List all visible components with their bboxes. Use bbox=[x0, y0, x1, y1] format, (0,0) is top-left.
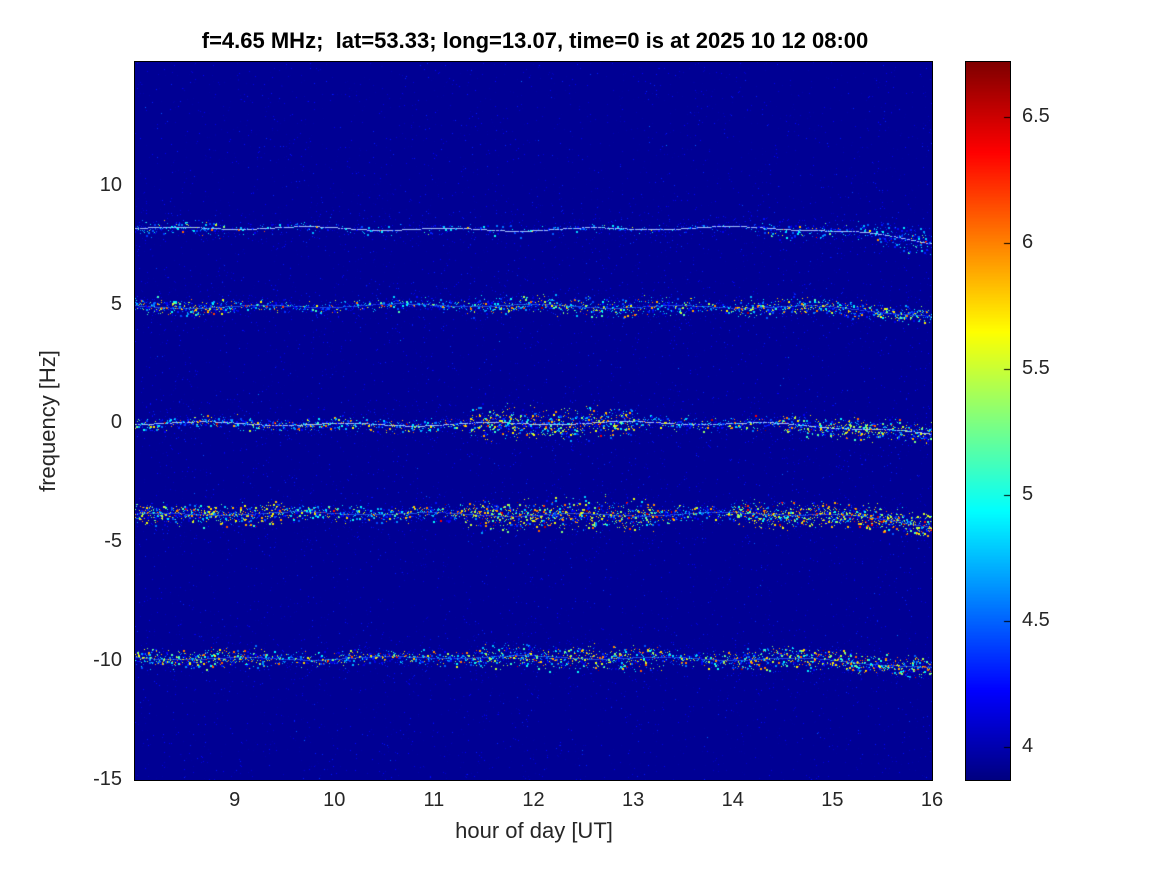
x-tick-label: 16 bbox=[920, 789, 944, 811]
colorbar-tick-label: 6.5 bbox=[1022, 105, 1050, 128]
colorbar-tick-label: 4.5 bbox=[1022, 609, 1050, 632]
colorbar-tick-label: 6 bbox=[1022, 231, 1034, 254]
x-tick-label: 15 bbox=[821, 789, 844, 811]
y-tick-label: 0 bbox=[110, 411, 122, 434]
x-tick-label: 10 bbox=[323, 789, 346, 811]
x-tick-label: 14 bbox=[721, 789, 744, 811]
spectrogram-canvas bbox=[134, 61, 933, 781]
y-tick-label: -5 bbox=[104, 530, 122, 553]
x-tick-label: 12 bbox=[522, 789, 545, 811]
x-tick-label: 9 bbox=[229, 789, 241, 811]
x-tick-label: 11 bbox=[423, 789, 445, 811]
colorbar-canvas bbox=[965, 61, 1011, 781]
colorbar-tick-label: 5 bbox=[1022, 483, 1034, 506]
colorbar-tick-label: 5.5 bbox=[1022, 357, 1050, 380]
x-axis-label: hour of day [UT] bbox=[455, 818, 613, 843]
y-tick-label: 10 bbox=[99, 173, 122, 196]
x-tick-label: 13 bbox=[622, 789, 645, 811]
colorbar-tick-label: 4 bbox=[1022, 735, 1034, 758]
y-tick-label: -15 bbox=[93, 768, 122, 790]
y-tick-label: -10 bbox=[93, 649, 122, 672]
chart-title: f=4.65 MHz; lat=53.33; long=13.07, time=… bbox=[201, 28, 869, 53]
y-tick-label: 5 bbox=[110, 292, 122, 315]
